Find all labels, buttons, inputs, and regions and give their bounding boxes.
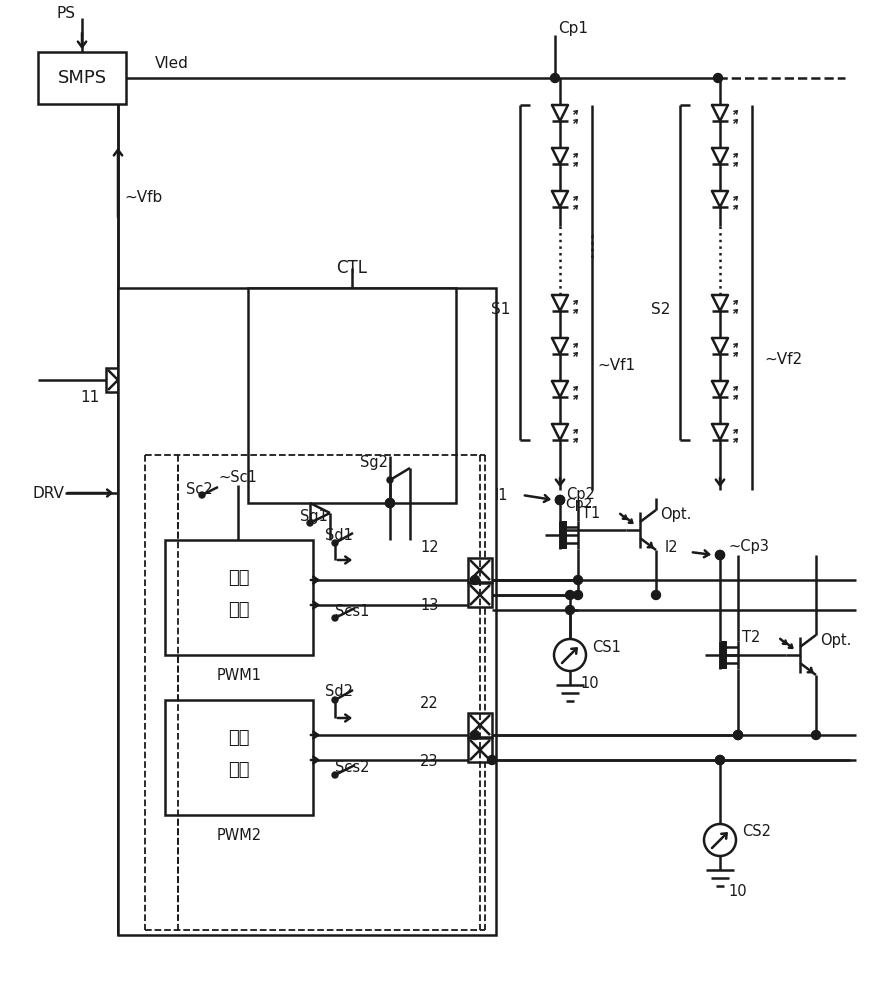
Text: T1: T1	[582, 506, 600, 520]
Bar	[468, 738, 492, 762]
Circle shape	[555, 495, 565, 504]
Bar	[38, 52, 126, 104]
Circle shape	[574, 576, 582, 584]
Text: I1: I1	[495, 488, 508, 502]
Text: ~Vf1: ~Vf1	[597, 358, 635, 372]
Text: PWM1: PWM1	[217, 668, 261, 682]
Circle shape	[307, 520, 313, 526]
Circle shape	[566, 605, 574, 614]
Circle shape	[386, 498, 395, 508]
Text: Sg2: Sg2	[360, 454, 388, 470]
Text: I2: I2	[665, 540, 678, 554]
Circle shape	[555, 495, 565, 504]
Text: CS1: CS1	[592, 640, 621, 654]
Text: Vled: Vled	[155, 56, 189, 72]
Circle shape	[716, 756, 724, 764]
Circle shape	[332, 772, 338, 778]
Text: Opt.: Opt.	[660, 508, 691, 522]
Circle shape	[716, 756, 724, 764]
Text: Sd1: Sd1	[325, 528, 353, 542]
Circle shape	[332, 615, 338, 621]
Circle shape	[566, 590, 574, 599]
Text: S2: S2	[651, 302, 670, 318]
Text: Cp1: Cp1	[558, 20, 588, 35]
Text: DRV: DRV	[32, 486, 64, 500]
Text: Scs1: Scs1	[335, 604, 369, 619]
Text: ~Cp3: ~Cp3	[728, 540, 769, 554]
Text: 电流: 电流	[228, 569, 250, 587]
Text: S1: S1	[490, 302, 510, 318]
Text: 电流: 电流	[228, 729, 250, 747]
Circle shape	[386, 498, 395, 508]
Text: Sg1: Sg1	[300, 508, 328, 524]
Circle shape	[555, 495, 565, 504]
Bar	[106, 368, 130, 392]
Text: SMPS: SMPS	[57, 69, 107, 87]
Circle shape	[716, 550, 724, 560]
Circle shape	[551, 74, 560, 83]
Circle shape	[652, 590, 660, 599]
Bar	[248, 288, 456, 503]
Text: ~Vf2: ~Vf2	[764, 353, 802, 367]
Text: Cp2: Cp2	[566, 488, 595, 502]
Text: CS2: CS2	[742, 824, 771, 840]
Circle shape	[332, 697, 338, 703]
Circle shape	[574, 590, 582, 599]
Bar	[468, 713, 492, 737]
Circle shape	[199, 492, 205, 498]
Text: Opt.: Opt.	[820, 633, 852, 648]
Circle shape	[332, 540, 338, 546]
Text: 23: 23	[420, 754, 438, 770]
Text: 调节: 调节	[228, 761, 250, 779]
Text: PS: PS	[57, 5, 76, 20]
Circle shape	[714, 74, 723, 83]
Text: 13: 13	[420, 597, 438, 612]
Text: 12: 12	[420, 540, 438, 556]
Circle shape	[470, 730, 480, 740]
Text: T2: T2	[742, 631, 760, 646]
Bar	[468, 583, 492, 607]
Bar	[165, 700, 313, 815]
Bar	[165, 540, 313, 655]
Text: Sc2: Sc2	[186, 483, 213, 497]
Circle shape	[716, 550, 724, 560]
Bar	[468, 558, 492, 582]
Text: ~Vfb: ~Vfb	[124, 190, 162, 206]
Circle shape	[733, 730, 743, 740]
Text: 22: 22	[420, 696, 438, 710]
Text: 10: 10	[728, 884, 746, 900]
Text: CTL: CTL	[337, 259, 367, 277]
Text: 10: 10	[580, 676, 599, 690]
Text: PWM2: PWM2	[217, 828, 261, 842]
Text: 11: 11	[80, 390, 99, 406]
Bar	[118, 288, 496, 935]
Text: Scs2: Scs2	[335, 760, 369, 776]
Circle shape	[811, 730, 821, 740]
Circle shape	[387, 477, 393, 483]
Circle shape	[733, 730, 743, 740]
Text: ~Sc1: ~Sc1	[218, 471, 257, 486]
Text: Cp2: Cp2	[565, 497, 592, 511]
Text: 调节: 调节	[228, 601, 250, 619]
Circle shape	[488, 756, 496, 764]
Circle shape	[470, 576, 480, 584]
Text: Sd2: Sd2	[325, 684, 353, 700]
